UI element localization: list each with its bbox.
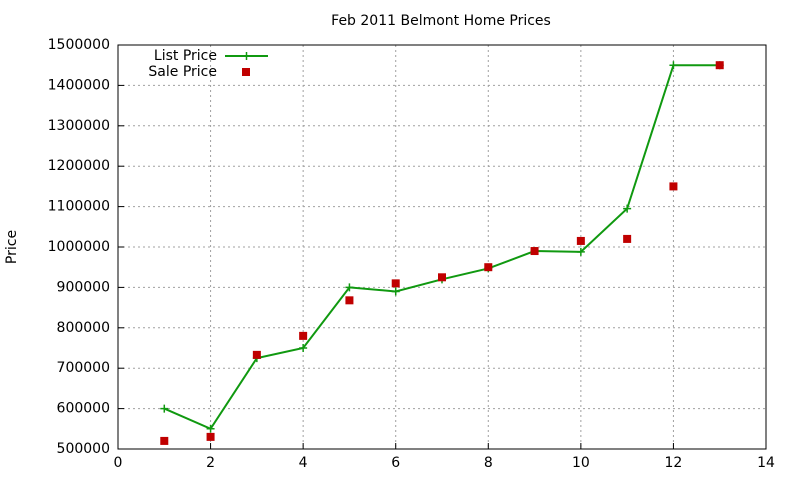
x-tick-label: 6 (391, 455, 400, 471)
point (160, 436, 169, 445)
x-tick-label: 10 (572, 455, 590, 471)
point (299, 344, 308, 352)
y-tick-label: 900000 (57, 279, 110, 295)
point (160, 404, 169, 413)
x-tick-label: 0 (114, 455, 123, 471)
point (623, 204, 632, 213)
y-tick-label: 1000000 (48, 239, 110, 255)
point (715, 61, 724, 70)
y-tick-label: 1500000 (48, 37, 110, 53)
plot-area: 500000 600000 700000 800000 900000 1000000 110… (48, 37, 775, 471)
point (484, 263, 493, 272)
x-tick-label: 12 (665, 455, 683, 471)
point (206, 424, 215, 433)
point (391, 279, 400, 288)
point (252, 350, 261, 359)
y-axis-label: Price (4, 230, 20, 264)
y-tick-label: 1300000 (48, 118, 110, 134)
y-tick-label: 700000 (57, 360, 110, 376)
legend-swatch (242, 68, 250, 76)
legend-label: Sale Price (148, 64, 217, 80)
point (206, 432, 215, 441)
legend-swatch (242, 52, 251, 60)
series-line (163, 64, 720, 431)
point (669, 61, 678, 70)
y-tick-label: 1400000 (48, 77, 110, 93)
point (576, 236, 585, 245)
point (345, 283, 354, 292)
point (345, 296, 354, 305)
legend-label: List Price (154, 48, 217, 64)
point (438, 273, 446, 282)
point (391, 287, 400, 296)
point (576, 247, 585, 256)
chart-title: Feb 2011 Belmont Home Prices (331, 13, 551, 29)
y-tick-label: 600000 (57, 401, 110, 417)
y-tick-label: 1200000 (48, 158, 110, 174)
point (623, 234, 632, 243)
point (669, 182, 678, 191)
point (530, 247, 539, 256)
y-tick-label: 1100000 (48, 199, 110, 215)
x-tick-label: 2 (206, 455, 215, 471)
x-tick-label: 14 (757, 455, 775, 471)
y-tick-label: 800000 (57, 320, 110, 336)
point (299, 331, 308, 340)
x-tick-label: 8 (484, 455, 493, 471)
x-tick-label: 4 (299, 455, 308, 471)
plot-frame (117, 44, 767, 450)
y-tick-label: 500000 (57, 441, 110, 457)
